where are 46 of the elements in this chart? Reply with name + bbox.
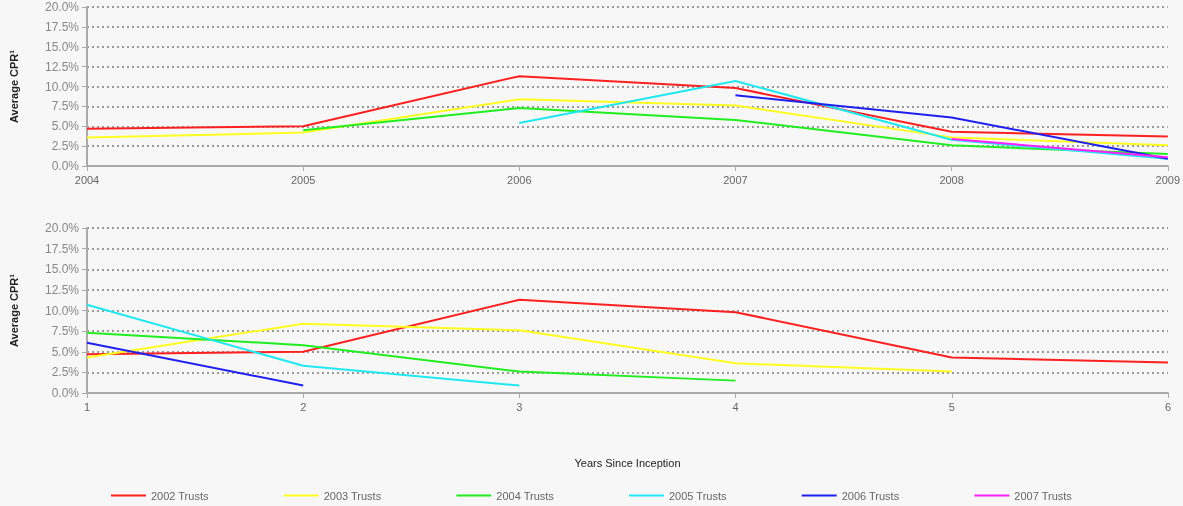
y-tick-label: 7.5% xyxy=(51,324,80,339)
x-tick-label: 6 xyxy=(1164,400,1172,413)
y-tick-label: 7.5% xyxy=(51,99,80,114)
x-tick-label: 2009 xyxy=(1155,173,1181,186)
line-series xyxy=(302,106,1169,156)
x-tick-label: 3 xyxy=(516,400,523,413)
legend-label: 2004 Trusts xyxy=(496,489,555,502)
y-tick-label: 5.0% xyxy=(51,344,80,359)
x-tick-label: 2008 xyxy=(939,173,964,186)
x-tick-label: 2006 xyxy=(507,173,532,186)
line-series xyxy=(86,75,1169,138)
legend-label: 2007 Trusts xyxy=(1014,489,1073,502)
x-tick-label: 5 xyxy=(948,400,955,413)
line-series xyxy=(518,79,1169,160)
y-tick-label: 0.0% xyxy=(51,386,80,400)
y-tick-label: 10.0% xyxy=(44,79,80,94)
x-tick-label: 2 xyxy=(300,400,307,413)
y-tick-label: 15.0% xyxy=(44,39,80,54)
legend-label: 2005 Trusts xyxy=(669,489,727,502)
y-tick-label: 15.0% xyxy=(44,262,80,277)
y-axis-title: Average CPR¹ xyxy=(7,49,20,123)
line-series xyxy=(86,331,737,382)
x-tick-label: 1 xyxy=(83,400,91,413)
x-axis-title: Years Since Inception xyxy=(574,456,681,469)
line-series xyxy=(86,298,1169,364)
y-axis-title: Average CPR¹ xyxy=(7,273,20,347)
y-tick-label: 2.5% xyxy=(51,365,80,380)
x-tick-label: 2007 xyxy=(723,173,748,186)
x-tick-label: 2004 xyxy=(74,173,100,186)
y-tick-label: 12.5% xyxy=(44,59,80,74)
y-tick-label: 17.5% xyxy=(44,241,80,256)
y-tick-label: 17.5% xyxy=(44,19,80,34)
y-tick-label: 0.0% xyxy=(51,159,80,173)
legend-label: 2003 Trusts xyxy=(323,489,382,502)
legend-label: 2002 Trusts xyxy=(150,489,209,502)
line-series xyxy=(86,322,953,373)
y-tick-label: 20.0% xyxy=(44,0,80,14)
y-tick-label: 2.5% xyxy=(51,139,80,154)
legend-label: 2006 Trusts xyxy=(841,489,900,502)
y-tick-label: 20.0% xyxy=(44,221,80,235)
x-tick-label: 2005 xyxy=(290,173,316,186)
y-tick-label: 5.0% xyxy=(51,119,80,134)
y-tick-label: 12.5% xyxy=(44,282,80,297)
line-series xyxy=(86,98,1169,147)
x-tick-label: 4 xyxy=(732,400,739,413)
y-tick-label: 10.0% xyxy=(44,303,80,318)
